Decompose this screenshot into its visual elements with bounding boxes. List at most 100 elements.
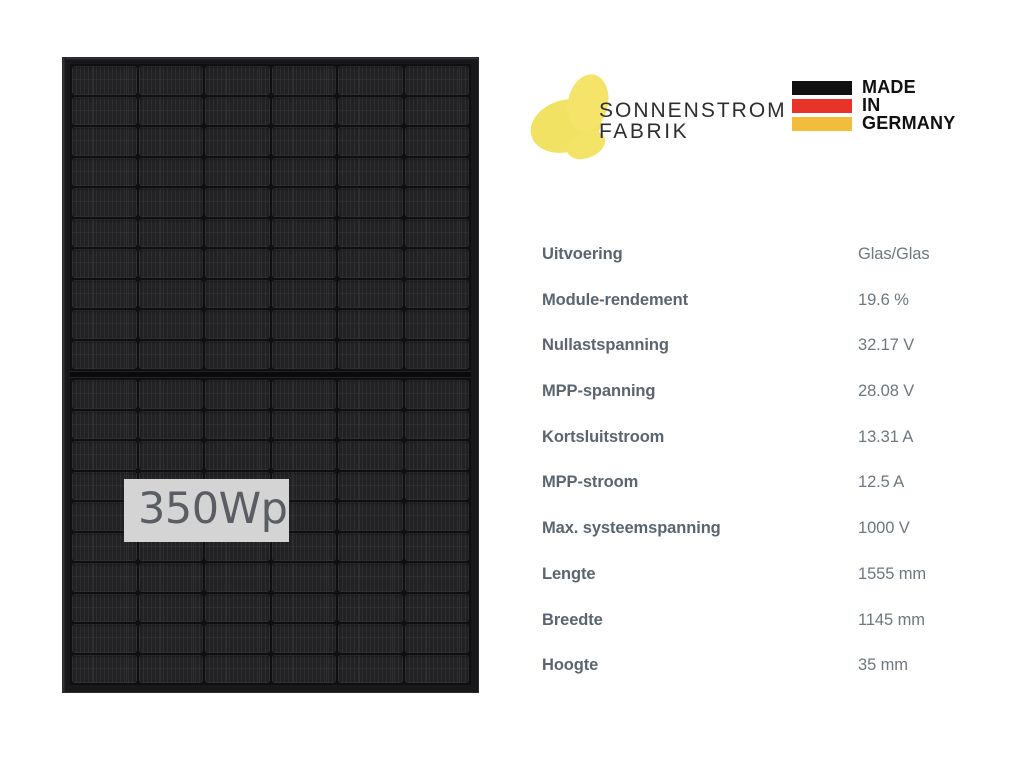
spec-row: Module-rendement 19.6 % [542,291,972,337]
spec-value: 19.6 % [858,290,909,309]
solar-cell [338,563,403,592]
solar-cell [138,380,203,409]
solar-cell [271,410,336,439]
spec-label: Lengte [542,564,596,583]
solar-cell [338,624,403,653]
solar-cell [404,380,469,409]
solar-cell [138,188,203,217]
solar-cell [72,66,137,95]
solar-cell [338,310,403,339]
solar-cell [138,593,203,622]
solar-cell [404,157,469,186]
solar-cell [138,96,203,125]
solar-cell [338,532,403,561]
solar-cell [205,218,270,247]
solar-cell [271,127,336,156]
solar-cell [205,593,270,622]
solar-cell [72,188,137,217]
solar-cell [271,563,336,592]
spec-row: Nullastspanning 32.17 V [542,336,972,382]
solar-cell [338,127,403,156]
made-in-germany-line-3: GERMANY [862,113,956,133]
solar-cell [205,340,270,369]
spec-row: MPP-spanning 28.08 V [542,382,972,428]
spec-row: Lengte 1555 mm [542,565,972,611]
spec-value: 35 mm [858,656,908,675]
spec-value: 12.5 A [858,473,905,492]
solar-panel-image[interactable] [62,57,479,693]
solar-cell [404,441,469,470]
spec-label: Module-rendement [542,290,688,309]
solar-cell [72,127,137,156]
solar-cell [205,279,270,308]
spec-row: MPP-stroom 12.5 A [542,473,972,519]
spec-row: Breedte 1145 mm [542,611,972,657]
spec-label: Nullastspanning [542,336,669,355]
solar-cell [205,249,270,278]
spec-label: Max. systeemspanning [542,519,721,538]
spec-label: Uitvoering [542,245,623,263]
solar-cell [205,410,270,439]
solar-cell [404,340,469,369]
solar-cell [72,593,137,622]
solar-cell [205,188,270,217]
spec-label: MPP-stroom [542,473,639,492]
solar-cell [72,380,137,409]
solar-cell [404,502,469,531]
solar-cell [138,441,203,470]
solar-cell [404,218,469,247]
spec-value: 28.08 V [858,382,915,401]
solar-cell [338,441,403,470]
solar-cell [338,471,403,500]
solar-cell [404,310,469,339]
solar-cell [404,188,469,217]
solar-cell [404,532,469,561]
solar-cell [271,96,336,125]
solar-cell [72,340,137,369]
solar-cell [138,249,203,278]
spec-value: 1145 mm [858,610,925,629]
solar-cell [404,624,469,653]
solar-cell [404,279,469,308]
solar-cell [338,249,403,278]
brand-header: SONNENSTROM FABRIK MADE IN GERMANY [524,70,984,165]
solar-cell [205,127,270,156]
solar-cell [72,249,137,278]
solar-cell [205,624,270,653]
solar-cell [138,127,203,156]
solar-cell [72,441,137,470]
made-in-germany-line-2: IN [862,95,881,115]
solar-cell [72,157,137,186]
flag-bar-black [792,81,852,95]
solar-cell [271,279,336,308]
spec-value: Glas/Glas [858,245,930,263]
solar-cell [138,340,203,369]
solar-cell [205,380,270,409]
solar-cell [138,157,203,186]
solar-cell [205,66,270,95]
solar-cell [271,218,336,247]
flag-bar-gold [792,117,852,131]
solar-cell [138,563,203,592]
solar-cell [404,249,469,278]
solar-cell [205,310,270,339]
solar-cell [138,218,203,247]
solar-cell [72,310,137,339]
solar-cell [271,340,336,369]
solar-cell [271,249,336,278]
solar-cell [205,441,270,470]
solar-cell [205,157,270,186]
made-in-germany-badge: MADE IN GERMANY [792,78,956,133]
solar-cell [138,310,203,339]
solar-cell [338,654,403,683]
solar-cell [271,188,336,217]
solar-cell [338,157,403,186]
brand-wordmark-line-2: FABRIK [599,120,690,144]
spec-value: 13.31 A [858,427,914,446]
solar-cell [404,654,469,683]
solar-cell [404,593,469,622]
solar-cell [271,157,336,186]
solar-cell [338,218,403,247]
solar-cell [404,127,469,156]
solar-cell [338,279,403,308]
